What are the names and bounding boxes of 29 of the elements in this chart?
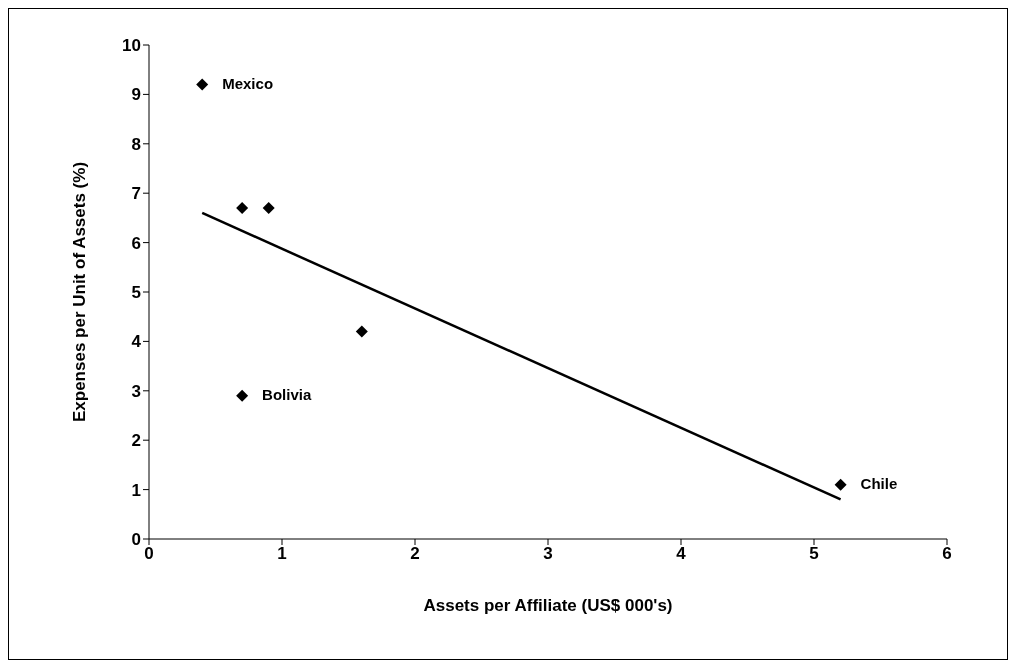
y-axis-title: Expenses per Unit of Assets (%) bbox=[70, 161, 90, 423]
y-tick-label: 3 bbox=[131, 381, 141, 401]
y-tick-label: 2 bbox=[131, 431, 141, 451]
y-tick-label: 10 bbox=[122, 36, 141, 56]
annotation: Bolivia bbox=[262, 385, 312, 403]
y-tick-label: 1 bbox=[131, 480, 141, 500]
x-tick-label: 0 bbox=[144, 544, 154, 564]
point bbox=[236, 202, 249, 215]
point bbox=[262, 202, 275, 215]
y-tick-label: 5 bbox=[131, 283, 141, 303]
annotation: Chile bbox=[860, 474, 898, 492]
annotation: Mexico bbox=[222, 74, 274, 92]
x-axis-title: Assets per Affiliate (US$ 000's) bbox=[423, 596, 673, 615]
y-tick-label: 4 bbox=[131, 332, 142, 352]
x-tick-label: 2 bbox=[410, 544, 420, 564]
x-tick-label: 5 bbox=[809, 544, 819, 564]
y-tick-label: 0 bbox=[131, 530, 141, 550]
point bbox=[236, 389, 249, 402]
point bbox=[834, 478, 847, 491]
y-tick-label: 9 bbox=[131, 85, 141, 105]
x-tick-label: 3 bbox=[543, 544, 553, 564]
x-tick-label: 4 bbox=[676, 544, 687, 564]
point bbox=[196, 78, 209, 91]
y-tick-label: 6 bbox=[131, 233, 141, 253]
y-tick-label: 7 bbox=[131, 184, 141, 204]
y-tick-label: 8 bbox=[131, 134, 141, 154]
x-tick-label: 6 bbox=[942, 544, 952, 564]
x-tick-label: 1 bbox=[277, 544, 287, 564]
point bbox=[355, 325, 368, 338]
